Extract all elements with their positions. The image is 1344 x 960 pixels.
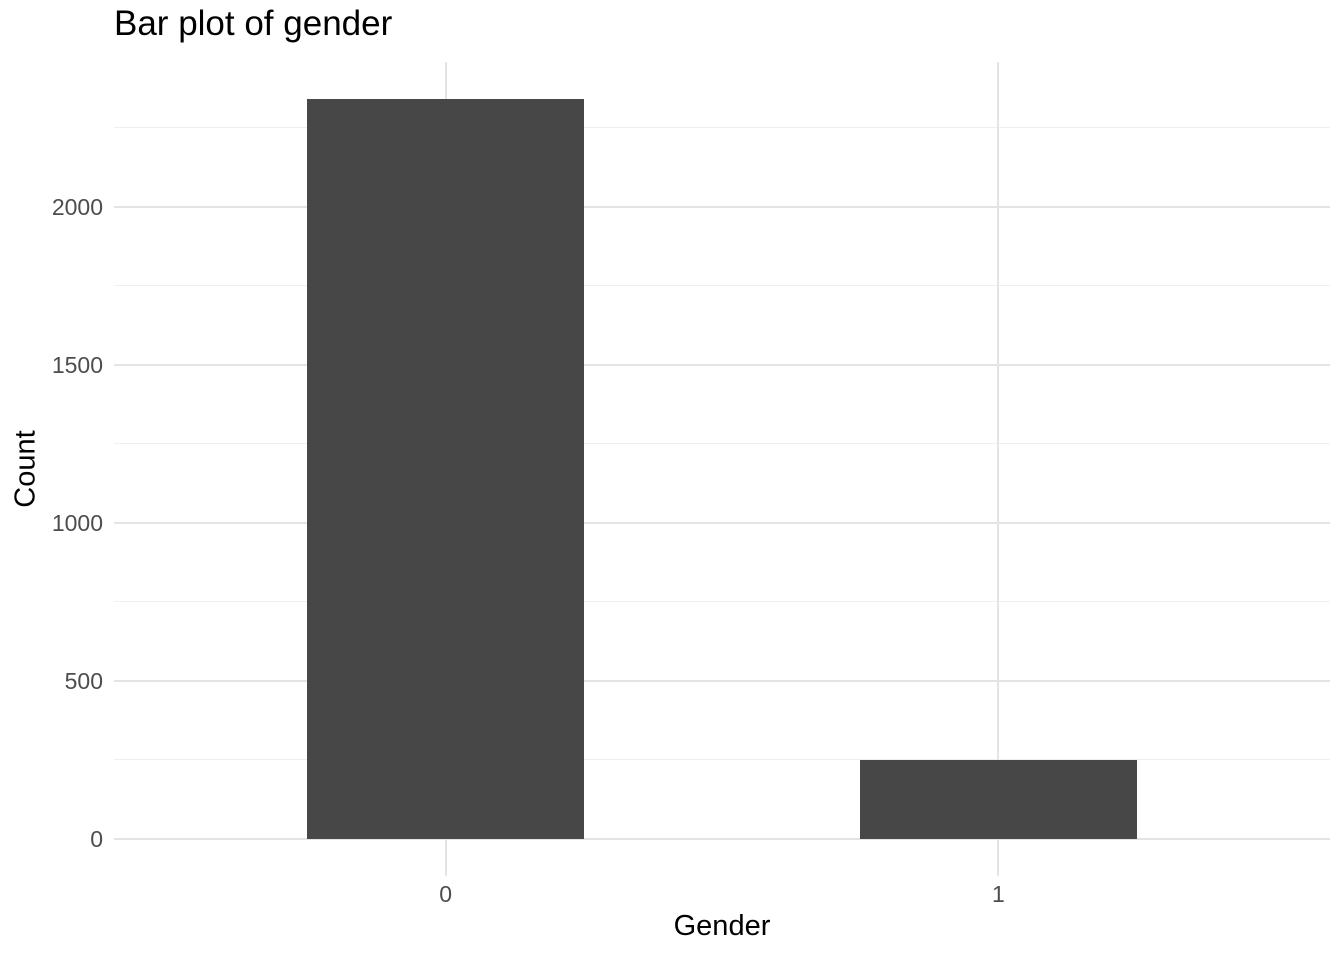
chart-title: Bar plot of gender	[114, 4, 393, 43]
x-tick-label: 1	[991, 881, 1005, 907]
x-tick-label: 0	[439, 881, 453, 907]
major-gridline-x	[997, 62, 1000, 876]
bar-1	[860, 759, 1137, 839]
y-tick-label: 1500	[51, 351, 103, 378]
bar-0	[307, 99, 584, 839]
minor-gridline-y	[114, 443, 1330, 445]
y-axis-title: Count	[9, 430, 42, 508]
major-gridline-y	[114, 205, 1330, 208]
plot-panel	[114, 62, 1330, 876]
y-tick-label: 1000	[51, 509, 103, 536]
y-tick-label: 2000	[51, 193, 103, 220]
minor-gridline-y	[114, 285, 1330, 287]
minor-gridline-y	[114, 759, 1330, 761]
major-gridline-y	[114, 838, 1330, 840]
y-tick-label: 500	[64, 667, 103, 694]
x-axis-title: Gender	[673, 910, 771, 942]
minor-gridline-y	[114, 126, 1330, 128]
minor-gridline-y	[114, 601, 1330, 603]
major-gridline-y	[114, 679, 1330, 682]
major-gridline-y	[114, 521, 1330, 524]
y-tick-label: 0	[90, 826, 103, 852]
major-gridline-y	[114, 363, 1330, 366]
